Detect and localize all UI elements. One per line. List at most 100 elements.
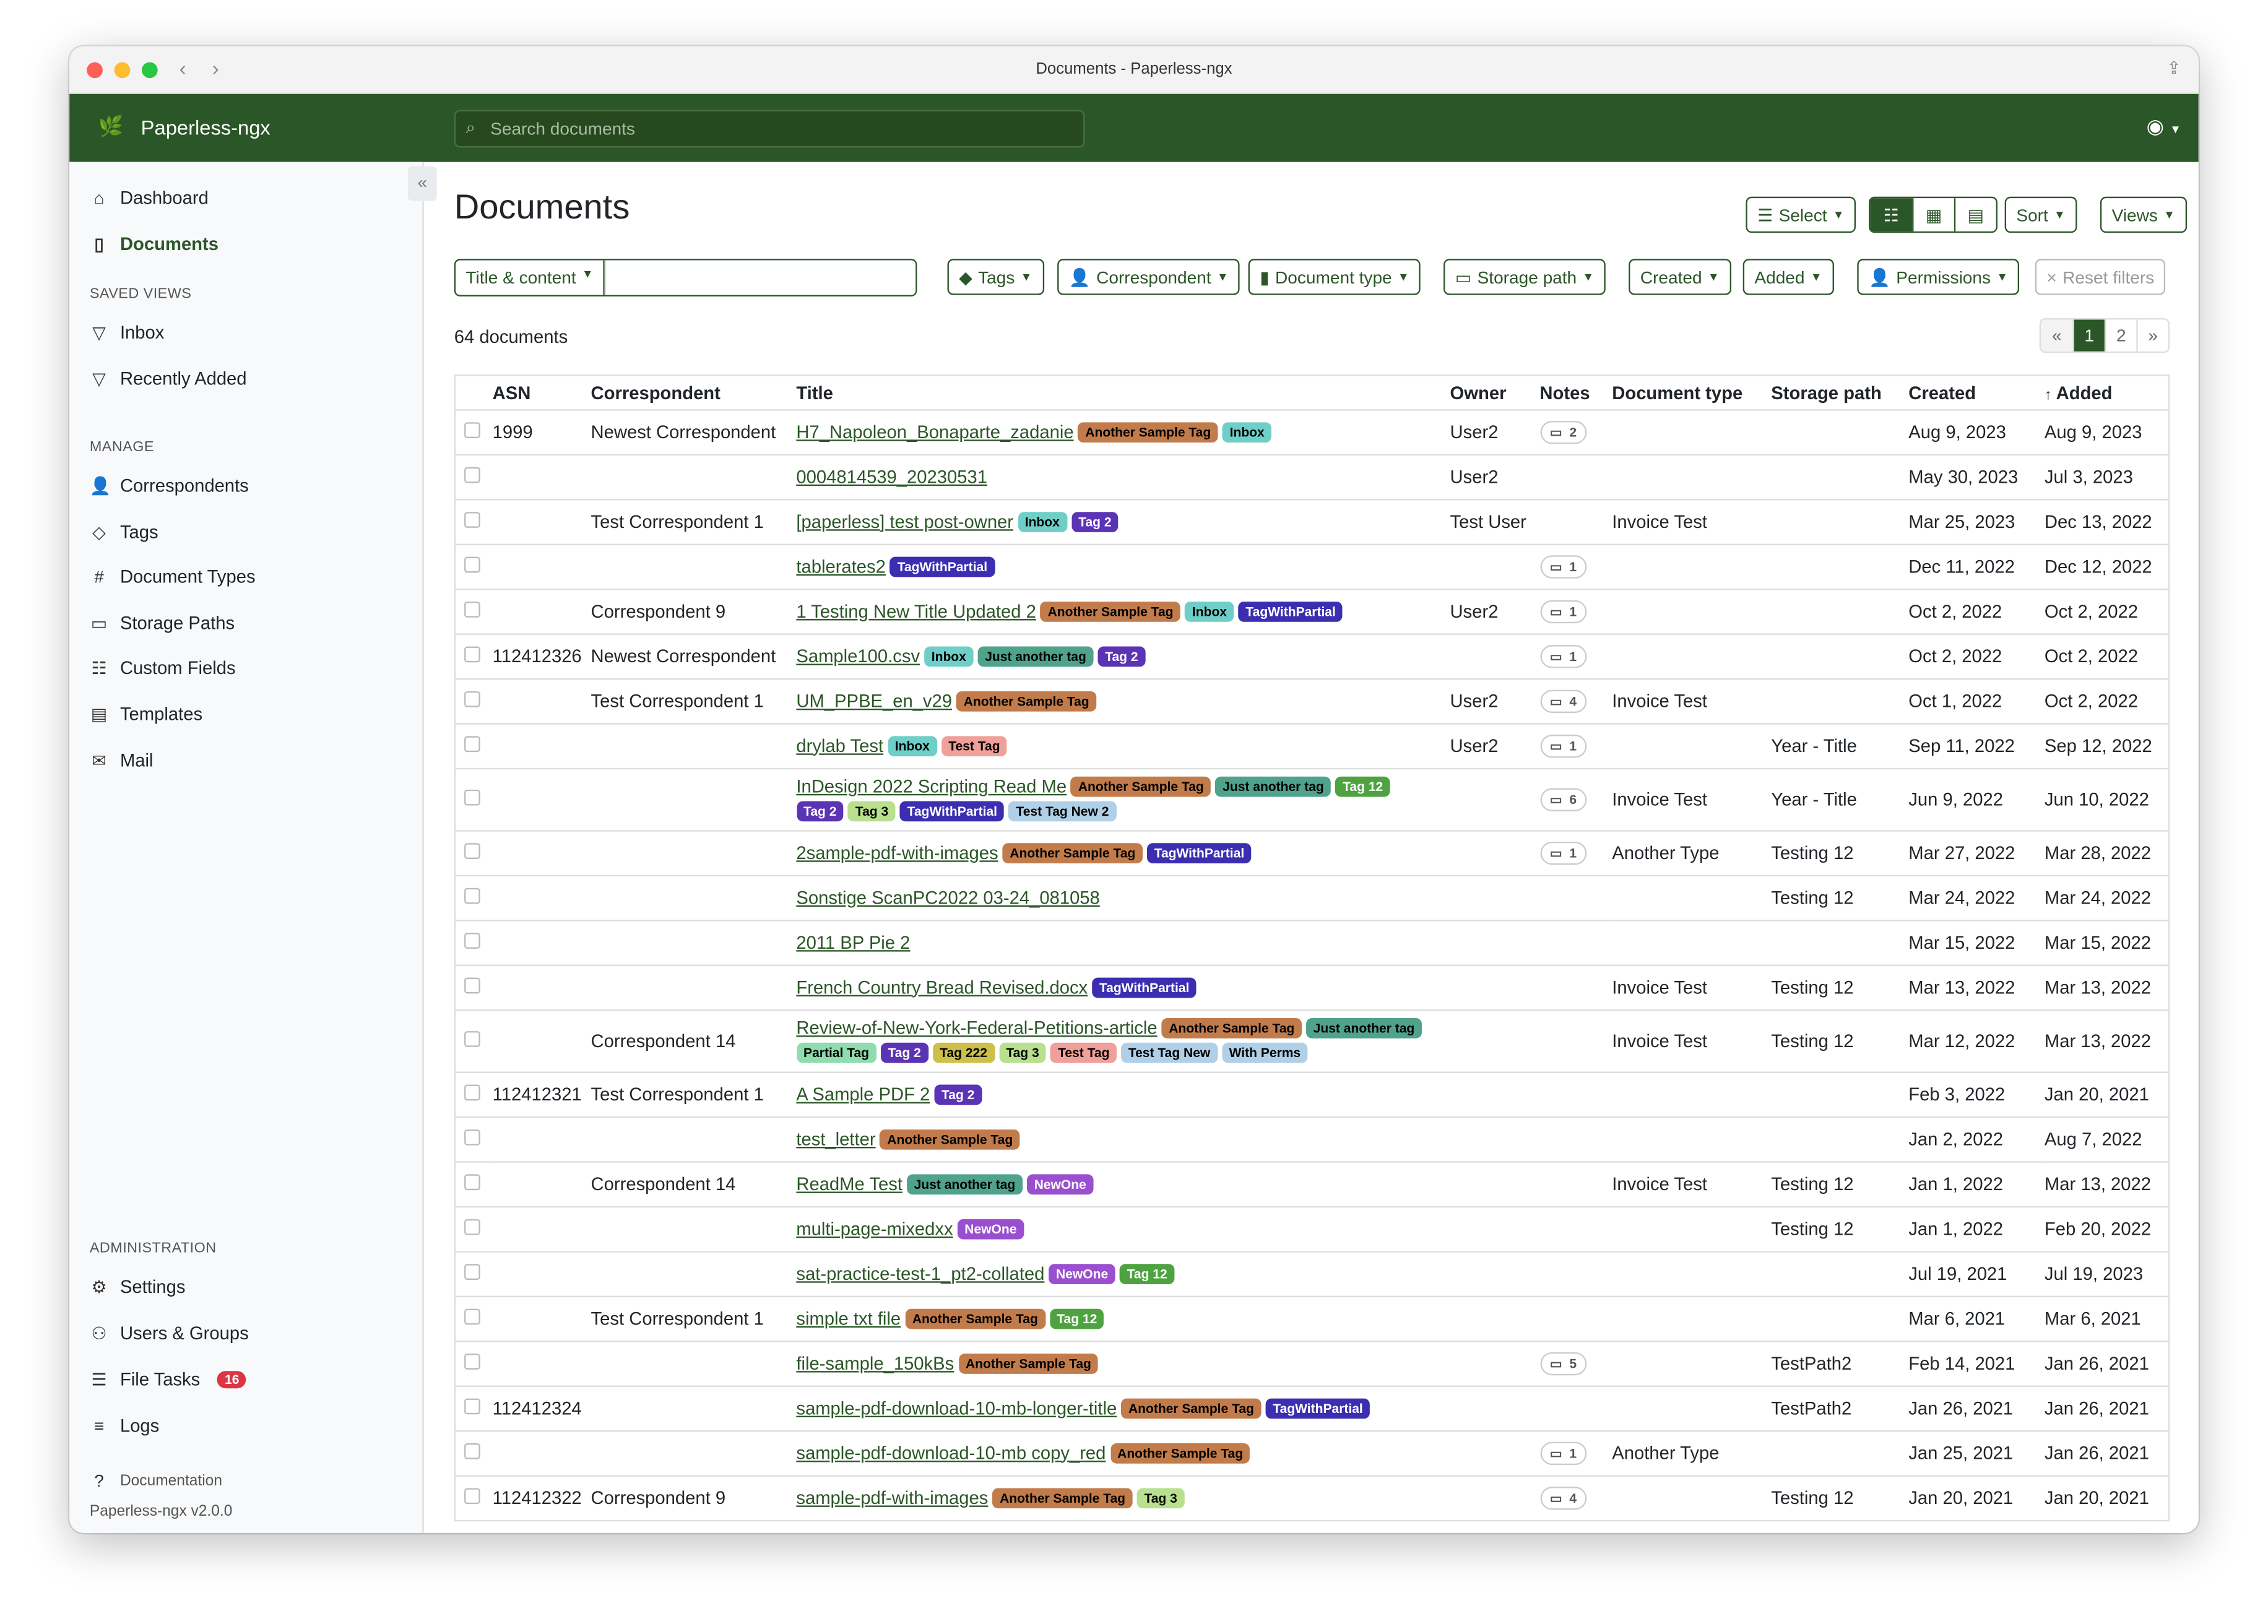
sidebar-item-tags[interactable]: ◇ Tags [90, 522, 158, 542]
sidebar-item-inbox[interactable]: ▽ Inbox [90, 322, 164, 343]
row-checkbox[interactable] [464, 1443, 480, 1459]
table-row[interactable]: 1999 Newest Correspondent H7_Napoleon_Bon… [454, 409, 2169, 455]
document-title-link[interactable]: sample-pdf-with-images [796, 1487, 989, 1508]
document-title-link[interactable]: French Country Bread Revised.docx [796, 977, 1088, 998]
document-title-link[interactable]: UM_PPBE_en_v29 [796, 690, 953, 711]
filter-added-dropdown[interactable]: Added ▼ [1742, 259, 1834, 295]
share-icon[interactable]: ⇪ [2166, 58, 2181, 79]
row-checkbox[interactable] [464, 888, 480, 904]
table-row[interactable]: Correspondent 14 Review-of-New-York-Fede… [454, 1009, 2169, 1073]
tag-badge[interactable]: Another Sample Tag [958, 1352, 1099, 1373]
row-checkbox[interactable] [464, 736, 480, 753]
tag-badge[interactable]: Inbox [924, 646, 974, 667]
document-title-link[interactable]: tablerates2 [796, 556, 886, 577]
sidebar-item-recently-added[interactable]: ▽ Recently Added [90, 369, 246, 389]
table-row[interactable]: tablerates2 TagWithPartial ▭ 1 Dec 11, 202… [454, 543, 2169, 590]
tag-badge[interactable]: Tag 12 [1049, 1308, 1104, 1329]
tag-badge[interactable]: NewOne [957, 1218, 1024, 1239]
sort-button[interactable]: Sort ▼ [2004, 196, 2077, 233]
minimize-window-button[interactable] [114, 62, 131, 79]
column-header-added[interactable]: ↑ Added [2041, 375, 2169, 410]
document-title-link[interactable]: sample-pdf-download-10-mb-longer-title [796, 1397, 1117, 1419]
app-logo[interactable]: 🌿 Paperless-ngx [98, 114, 271, 139]
tag-badge[interactable]: Tag 3 [998, 1042, 1047, 1063]
tag-badge[interactable]: Tag 222 [932, 1042, 995, 1063]
tag-badge[interactable]: Another Sample Tag [1071, 776, 1211, 797]
table-view-button[interactable]: ☷ [1870, 198, 1913, 231]
filter-tags-dropdown[interactable]: ◆ Tags ▼ [947, 259, 1044, 295]
documentation-link[interactable]: ? Documentation [90, 1471, 222, 1491]
notes-badge[interactable]: ▭ 1 [1539, 842, 1587, 865]
tag-badge[interactable]: Tag 3 [1136, 1487, 1185, 1508]
filter-created-dropdown[interactable]: Created ▼ [1629, 259, 1731, 295]
column-header-owner[interactable]: Owner [1447, 375, 1537, 410]
row-checkbox[interactable] [464, 1354, 480, 1370]
tag-badge[interactable]: Tag 3 [848, 801, 896, 822]
user-menu[interactable]: ◉ ▼ [2147, 114, 2181, 139]
tag-badge[interactable]: TagWithPartial [1265, 1397, 1370, 1419]
tag-badge[interactable]: Another Sample Tag [1161, 1018, 1302, 1039]
sidebar-item-mail[interactable]: ✉ Mail [90, 750, 153, 771]
small-cards-view-button[interactable]: ▦ [1912, 198, 1954, 231]
large-cards-view-button[interactable]: ▤ [1954, 198, 1996, 231]
filter-permissions-dropdown[interactable]: 👤 Permissions ▼ [1857, 259, 2020, 295]
filter-correspondent-dropdown[interactable]: 👤 Correspondent ▼ [1057, 259, 1240, 295]
sidebar-item-correspondents[interactable]: 👤 Correspondents [90, 476, 249, 496]
tag-badge[interactable]: Test Tag [941, 735, 1008, 756]
tag-badge[interactable]: Another Sample Tag [956, 690, 1097, 711]
sidebar-item-document-types[interactable]: # Document Types [90, 567, 255, 587]
prev-page-button[interactable]: « [2041, 319, 2073, 352]
row-checkbox[interactable] [464, 512, 480, 528]
table-row[interactable]: Test Correspondent 1 simple txt file Anot… [454, 1295, 2169, 1342]
sidebar-item-file-tasks[interactable]: ☰ File Tasks 16 [90, 1370, 247, 1390]
sidebar-item-logs[interactable]: ≡ Logs [90, 1416, 159, 1436]
notes-badge[interactable]: ▭ 5 [1539, 1352, 1587, 1376]
notes-badge[interactable]: ▭ 1 [1539, 735, 1587, 759]
table-row[interactable]: sample-pdf-download-10-mb copy_red Anothe… [454, 1430, 2169, 1476]
table-row[interactable]: 2011 BP Pie 2 Mar 15, 2022 Mar 15, 2022 [454, 920, 2169, 965]
notes-badge[interactable]: ▭ 4 [1539, 690, 1587, 714]
tag-badge[interactable]: Inbox [1185, 600, 1234, 621]
table-row[interactable]: Correspondent 9 1 Testing New Title Upda… [454, 589, 2169, 634]
tag-badge[interactable]: Another Sample Tag [1002, 842, 1143, 863]
table-row[interactable]: multi-page-mixedxx NewOne Testing 12 Jan 1… [454, 1206, 2169, 1252]
table-row[interactable]: InDesign 2022 Scripting Read Me Another S… [454, 767, 2169, 831]
text-filter-input[interactable] [605, 260, 916, 295]
sidebar-item-users-groups[interactable]: ⚇ Users & Groups [90, 1323, 248, 1344]
tag-badge[interactable]: Tag 12 [1119, 1263, 1175, 1284]
notes-badge[interactable]: ▭ 2 [1539, 421, 1587, 444]
tag-badge[interactable]: Another Sample Tag [905, 1308, 1045, 1329]
tag-badge[interactable]: Tag 2 [880, 1042, 928, 1063]
tag-badge[interactable]: Another Sample Tag [1040, 600, 1181, 621]
document-title-link[interactable]: H7_Napoleon_Bonaparte_zadanie [796, 421, 1074, 442]
document-title-link[interactable]: [paperless] test post-owner [796, 511, 1014, 532]
notes-badge[interactable]: ▭ 1 [1539, 1442, 1587, 1466]
next-page-button[interactable]: » [2136, 319, 2168, 352]
select-button[interactable]: ☰ Select ▼ [1746, 196, 1856, 233]
row-checkbox[interactable] [464, 467, 480, 483]
document-title-link[interactable]: sat-practice-test-1_pt2-collated [796, 1263, 1045, 1284]
tag-badge[interactable]: TagWithPartial [1238, 600, 1343, 621]
tag-badge[interactable]: Inbox [1222, 421, 1272, 442]
tag-badge[interactable]: Another Sample Tag [880, 1128, 1020, 1149]
page-1-button[interactable]: 1 [2072, 319, 2105, 352]
document-title-link[interactable]: test_letter [796, 1128, 876, 1149]
notes-badge[interactable]: ▭ 6 [1539, 788, 1587, 812]
document-title-link[interactable]: InDesign 2022 Scripting Read Me [796, 776, 1067, 797]
reset-filters-button[interactable]: × Reset filters [2035, 259, 2166, 295]
column-header-notes[interactable]: Notes [1537, 375, 1609, 410]
row-checkbox[interactable] [464, 602, 480, 618]
row-checkbox[interactable] [464, 1031, 480, 1047]
tag-badge[interactable]: Inbox [1018, 511, 1067, 532]
sidebar-item-documents[interactable]: ▯ Documents [90, 235, 219, 255]
search-input[interactable]: ⌕ Search documents [454, 110, 1085, 148]
row-checkbox[interactable] [464, 691, 480, 707]
zoom-window-button[interactable] [141, 62, 158, 79]
sidebar-item-custom-fields[interactable]: ☷ Custom Fields [90, 659, 235, 679]
tag-badge[interactable]: Tag 12 [1335, 776, 1390, 797]
column-header-document-type[interactable]: Document type [1609, 375, 1768, 410]
notes-badge[interactable]: ▭ 1 [1539, 555, 1587, 579]
filter-storage-path-dropdown[interactable]: ▭ Storage path ▼ [1443, 259, 1606, 295]
row-checkbox[interactable] [464, 556, 480, 573]
table-row[interactable]: drylab Test Inbox Test Tag User2 ▭ 1 Year -… [454, 723, 2169, 769]
